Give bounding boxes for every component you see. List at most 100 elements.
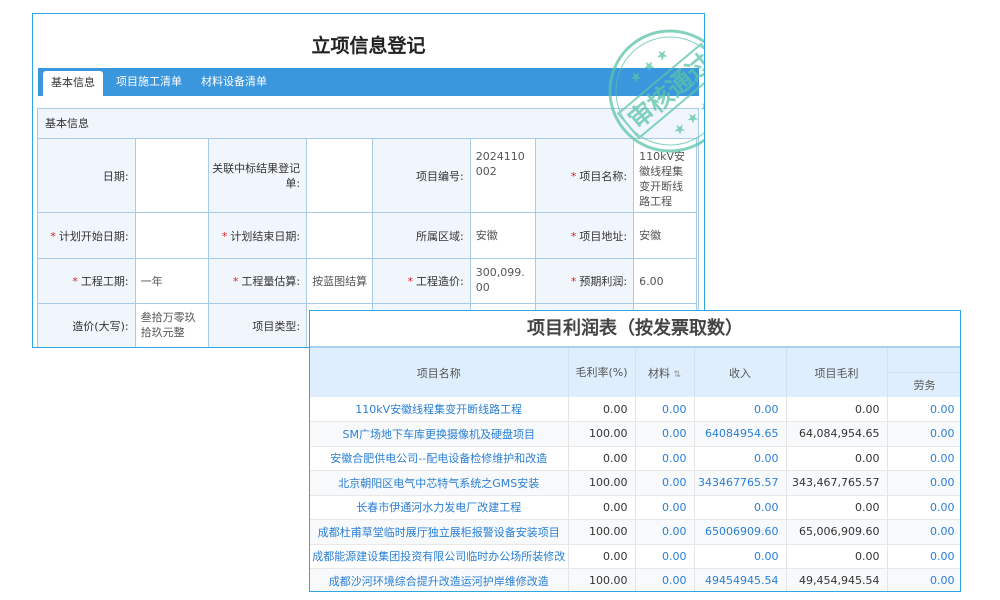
- col-header-labor[interactable]: 劳务: [887, 372, 960, 397]
- expected-profit-value: 6.00: [639, 274, 664, 288]
- labor-cell[interactable]: 0.00: [887, 446, 960, 471]
- section-title: 基本信息: [38, 109, 698, 139]
- project-name-label: 项目名称:: [579, 169, 628, 183]
- table-row: 安徽合肥供电公司--配电设备检修维护和改造 0.00 0.00 0.00 0.00 0.0…: [310, 446, 960, 471]
- table-row: 110kV安徽线程集变开断线路工程 0.00 0.00 0.00 0.00 0.00: [310, 397, 960, 422]
- labor-cell[interactable]: 0.00: [887, 397, 960, 422]
- margin-rate-cell: 100.00: [568, 568, 636, 591]
- table-row: 成都能源建设集团投资有限公司临时办公场所装修改 0.00 0.00 0.00 0.00 0…: [310, 544, 960, 569]
- duration-label: 工程工期:: [80, 275, 129, 288]
- margin-rate-cell: 100.00: [568, 470, 636, 496]
- table-row: 长春市伊通河水力发电厂改建工程 0.00 0.00 0.00 0.00 0.00: [310, 495, 960, 520]
- revenue-cell[interactable]: 0.00: [694, 397, 787, 422]
- project-no-label: 项目编号:: [416, 169, 464, 183]
- project-name-link[interactable]: 长春市伊通河水力发电厂改建工程: [310, 495, 569, 520]
- gross-profit-cell: 0.00: [786, 544, 888, 569]
- sort-icon[interactable]: ⇅: [673, 369, 682, 380]
- quantity-estimate-value: 按蓝图结算: [312, 274, 368, 288]
- gross-profit-cell: 0.00: [786, 446, 888, 471]
- project-name-link[interactable]: 北京朝阳区电气中芯特气系统之GMS安装: [310, 470, 569, 496]
- col-header-margin-rate[interactable]: 毛利率(%): [568, 348, 636, 397]
- project-name-link[interactable]: 成都杜甫草堂临时展厅独立展柜报警设备安装项目: [310, 519, 569, 545]
- margin-rate-cell: 100.00: [568, 519, 636, 545]
- margin-rate-cell: 0.00: [568, 495, 636, 520]
- labor-cell[interactable]: 0.00: [887, 568, 960, 591]
- margin-rate-cell: 0.00: [568, 397, 636, 422]
- project-no-value: 2024110002: [475, 150, 525, 178]
- page-title: 立项信息登记: [311, 35, 426, 57]
- material-cell[interactable]: 0.00: [635, 568, 695, 591]
- linked-bid-field[interactable]: [306, 138, 374, 213]
- date-label: 日期:: [102, 169, 129, 183]
- revenue-cell[interactable]: 64084954.65: [694, 421, 787, 447]
- project-registration-panel: 立项信息登记 基本信息 项目施工清单 材料设备清单 基本信息 日期: 关联中标结…: [32, 13, 705, 348]
- gross-profit-cell: 343,467,765.57: [786, 470, 888, 496]
- revenue-cell[interactable]: 0.00: [694, 544, 787, 569]
- gross-profit-cell: 65,006,909.60: [786, 519, 888, 545]
- profit-table: 项目名称 毛利率(%) 材料 ⇅ 收入 项目毛利 劳务 110kV安徽线程集变开…: [310, 348, 960, 591]
- table-row: 北京朝阳区电气中芯特气系统之GMS安装 100.00 0.00 343467765.5…: [310, 470, 960, 496]
- plan-end-field[interactable]: [312, 213, 368, 254]
- date-field[interactable]: [140, 153, 196, 194]
- table-row: SM广场地下车库更换摄像机及硬盘项目 100.00 0.00 64084954.65 6…: [310, 421, 960, 447]
- gross-profit-cell: 64,084,954.65: [786, 421, 888, 447]
- tab-basic-info[interactable]: 基本信息: [43, 71, 103, 96]
- revenue-cell[interactable]: 0.00: [694, 446, 787, 471]
- gross-profit-cell: 49,454,945.54: [786, 568, 888, 591]
- tab-construction-list[interactable]: 项目施工清单: [116, 75, 182, 88]
- project-type-label: 项目类型:: [252, 320, 301, 333]
- table-row: 成都沙河环境综合提升改造运河护岸维修改造 100.00 0.00 49454945.5…: [310, 568, 960, 591]
- address-value: 安徽: [639, 229, 662, 242]
- labor-cell[interactable]: 0.00: [887, 544, 960, 569]
- cost-label: 工程造价:: [416, 275, 464, 288]
- margin-rate-cell: 100.00: [568, 421, 636, 447]
- region-label: 所属区域:: [416, 229, 464, 243]
- gross-profit-cell: 0.00: [786, 495, 888, 520]
- tab-material-list[interactable]: 材料设备清单: [201, 75, 267, 88]
- address-label: 项目地址:: [579, 229, 628, 243]
- material-cell[interactable]: 0.00: [635, 544, 695, 569]
- linked-bid-label: 关联中标结果登记单:: [212, 161, 301, 190]
- project-name-value: 110kV安徽线程集变开断线路工程: [639, 150, 685, 208]
- col-header-revenue[interactable]: 收入: [694, 348, 787, 397]
- revenue-cell[interactable]: 49454945.54: [694, 568, 787, 591]
- table-row: 成都杜甫草堂临时展厅独立展柜报警设备安装项目 100.00 0.00 65006909…: [310, 519, 960, 545]
- project-name-link[interactable]: SM广场地下车库更换摄像机及硬盘项目: [310, 421, 569, 447]
- labor-cell[interactable]: 0.00: [887, 421, 960, 447]
- col-header-name[interactable]: 项目名称: [310, 348, 569, 397]
- revenue-cell[interactable]: 0.00: [694, 495, 787, 520]
- plan-start-field[interactable]: [140, 213, 196, 254]
- project-name-link[interactable]: 安徽合肥供电公司--配电设备检修维护和改造: [310, 446, 569, 471]
- revenue-cell[interactable]: 343467765.57: [694, 470, 787, 496]
- margin-rate-cell: 0.00: [568, 544, 636, 569]
- expected-profit-label: 预期利润:: [579, 275, 628, 288]
- approved-stamp-icon: 审核通过 ★ ★ ★ ★ ★ ★: [608, 29, 704, 153]
- labor-cell[interactable]: 0.00: [887, 495, 960, 520]
- material-cell[interactable]: 0.00: [635, 470, 695, 496]
- margin-rate-cell: 0.00: [568, 446, 636, 471]
- material-cell[interactable]: 0.00: [635, 397, 695, 422]
- tab-bar: 基本信息 项目施工清单 材料设备清单: [38, 68, 699, 96]
- duration-value: 一年: [140, 274, 163, 288]
- material-cell[interactable]: 0.00: [635, 446, 695, 471]
- profit-table-title: 项目利润表（按发票取数）: [310, 311, 960, 348]
- labor-cell[interactable]: 0.00: [887, 519, 960, 545]
- project-name-link[interactable]: 110kV安徽线程集变开断线路工程: [310, 397, 569, 422]
- revenue-cell[interactable]: 65006909.60: [694, 519, 787, 545]
- region-value: 安徽: [475, 229, 498, 242]
- cost-upper-label: 造价(大写):: [72, 320, 129, 333]
- profit-table-panel: 项目利润表（按发票取数） 项目名称 毛利率(%) 材料 ⇅ 收入 项目毛利 劳务…: [309, 310, 961, 592]
- plan-end-label: 计划结束日期:: [230, 229, 301, 243]
- labor-cell[interactable]: 0.00: [887, 470, 960, 496]
- material-cell[interactable]: 0.00: [635, 495, 695, 520]
- project-name-link[interactable]: 成都能源建设集团投资有限公司临时办公场所装修改: [310, 544, 569, 569]
- col-header-material[interactable]: 材料 ⇅: [635, 348, 695, 397]
- material-cell[interactable]: 0.00: [635, 421, 695, 447]
- cost-value: 300,099.00: [475, 266, 525, 294]
- plan-start-label: 计划开始日期:: [58, 229, 129, 243]
- col-header-gross-profit[interactable]: 项目毛利: [786, 348, 888, 397]
- gross-profit-cell: 0.00: [786, 397, 888, 422]
- material-cell[interactable]: 0.00: [635, 519, 695, 545]
- cost-upper-value: 叁拾万零玖拾玖元整: [140, 311, 196, 339]
- project-name-link[interactable]: 成都沙河环境综合提升改造运河护岸维修改造: [310, 568, 569, 591]
